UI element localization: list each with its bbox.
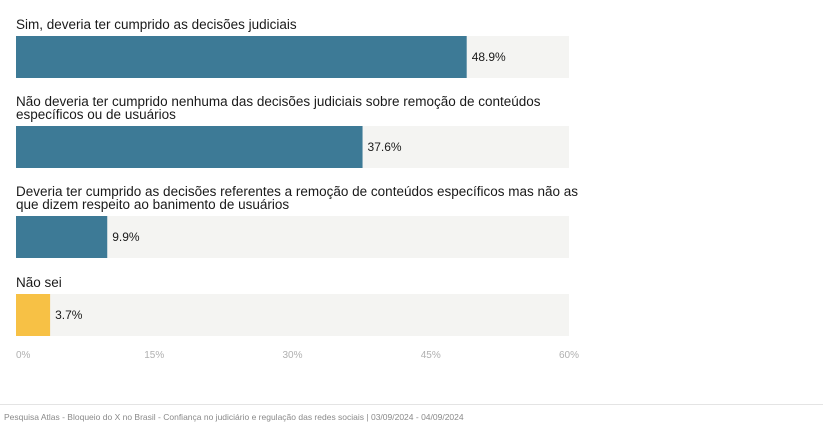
bar (16, 36, 467, 78)
x-tick-label: 15% (144, 350, 164, 361)
data-label: 37.6% (368, 140, 402, 154)
bar (16, 294, 51, 336)
category-label: Sim, deveria ter cumprido as decisões ju… (16, 17, 297, 32)
bar-chart: Sim, deveria ter cumprido as decisões ju… (16, 17, 579, 361)
x-tick-label: 45% (421, 350, 441, 361)
x-tick-label: 30% (282, 350, 302, 361)
x-tick-label: 60% (559, 350, 579, 361)
bar (16, 216, 108, 258)
category-label: Não sei (16, 275, 62, 290)
category-label: específicos ou de usuários (16, 107, 176, 122)
data-label: 3.7% (55, 308, 83, 322)
category-label: Não deveria ter cumprido nenhuma das dec… (16, 94, 541, 109)
footer-divider (0, 404, 823, 405)
data-label: 9.9% (112, 230, 140, 244)
bar-track (16, 294, 569, 336)
x-tick-label: 0% (16, 350, 31, 361)
bar (16, 126, 363, 168)
bar-track (16, 216, 569, 258)
category-label: Deveria ter cumprido as decisões referen… (16, 184, 578, 199)
data-label: 48.9% (472, 50, 506, 64)
source-footer: Pesquisa Atlas - Bloqueio do X no Brasil… (4, 412, 464, 422)
category-label: que dizem respeito ao banimento de usuár… (16, 197, 289, 212)
